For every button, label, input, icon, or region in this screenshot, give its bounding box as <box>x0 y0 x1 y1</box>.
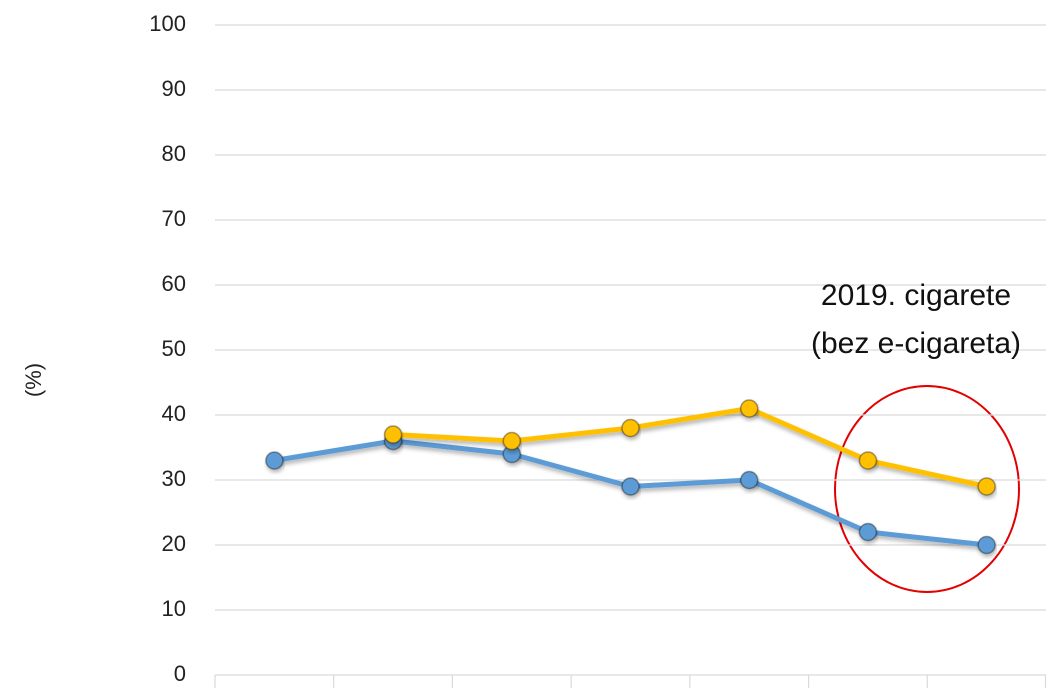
y-tick-label: 100 <box>149 11 186 36</box>
series-marker <box>977 535 996 555</box>
y-axis-label: (%) <box>21 363 46 397</box>
series-marker <box>621 418 640 438</box>
series-marker <box>739 399 759 418</box>
y-tick-label: 90 <box>162 76 186 101</box>
y-tick-label: 60 <box>162 271 186 296</box>
series-marker <box>977 477 996 496</box>
series-marker <box>858 451 878 470</box>
series-marker <box>739 470 759 490</box>
highlight-circle <box>834 385 1020 593</box>
series-marker <box>502 431 522 451</box>
series-marker <box>265 451 284 470</box>
series-marker <box>383 425 403 444</box>
y-tick-label: 0 <box>174 661 186 686</box>
y-tick-label: 80 <box>162 141 186 166</box>
annotation: 2019. cigarete <box>821 279 1011 312</box>
series-line <box>392 406 988 489</box>
y-tick-label: 10 <box>162 596 186 621</box>
series-marker <box>621 477 640 496</box>
y-tick-label: 30 <box>162 466 186 491</box>
y-tick-label: 40 <box>162 401 186 426</box>
y-tick-label: 70 <box>162 206 186 231</box>
series-marker <box>858 522 878 542</box>
y-tick-label: 20 <box>162 531 186 556</box>
y-tick-label: 50 <box>162 336 186 361</box>
annotation: (bez e-cigareta) <box>811 327 1021 360</box>
